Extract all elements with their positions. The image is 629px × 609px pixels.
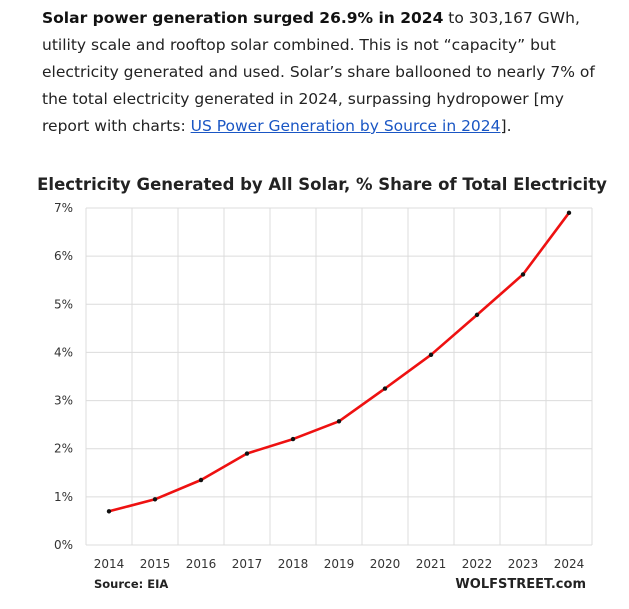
data-point xyxy=(198,477,204,483)
x-tick-label: 2016 xyxy=(186,557,217,571)
data-point xyxy=(106,509,112,514)
x-tick-label: 2020 xyxy=(370,557,401,571)
data-point xyxy=(428,352,434,358)
article-bold-lead: Solar power generation surged 26.9% in 2… xyxy=(42,9,444,27)
article-paragraph: Solar power generation surged 26.9% in 2… xyxy=(42,5,602,140)
article-text-1: to 303,167 GWh, utility scale and roofto… xyxy=(42,9,595,135)
article-text-2: ]. xyxy=(500,117,512,135)
data-point xyxy=(566,210,572,216)
x-tick-label: 2021 xyxy=(416,557,447,571)
data-point xyxy=(290,436,296,442)
data-point xyxy=(336,419,342,424)
x-axis-ticks: 2014 2015 2016 2017 2018 2019 2020 2021 2022 2023… xyxy=(94,557,585,571)
y-tick-label: 5% xyxy=(54,297,73,311)
report-link[interactable]: US Power Generation by Source in 2024 xyxy=(190,117,501,135)
y-tick-label: 2% xyxy=(54,442,73,456)
y-tick-label: 3% xyxy=(54,394,73,408)
y-tick-label: 4% xyxy=(54,345,73,359)
grid xyxy=(85,207,593,546)
data-point xyxy=(244,451,250,456)
chart-brand: WOLFSTREET.com xyxy=(455,577,586,592)
y-tick-label: 7% xyxy=(54,201,73,215)
marker-layer xyxy=(106,210,572,514)
x-tick-label: 2019 xyxy=(324,557,355,571)
chart-title: Electricity Generated by All Solar, % Sh… xyxy=(37,175,607,194)
data-point xyxy=(152,497,158,502)
x-tick-label: 2024 xyxy=(554,557,585,571)
chart-source: Source: EIA xyxy=(94,577,168,591)
data-point xyxy=(382,386,388,391)
x-tick-label: 2023 xyxy=(508,557,539,571)
solar-share-chart: Electricity Generated by All Solar, % Sh… xyxy=(0,160,629,609)
y-tick-label: 6% xyxy=(54,249,73,263)
data-point xyxy=(474,312,480,318)
y-axis-ticks: 0% 1% 2% 3% 4% 5% 6% 7% xyxy=(54,201,73,552)
x-tick-label: 2014 xyxy=(94,557,125,571)
x-tick-label: 2022 xyxy=(462,557,493,571)
x-tick-label: 2018 xyxy=(278,557,309,571)
chart-canvas: Electricity Generated by All Solar, % Sh… xyxy=(37,175,607,592)
x-tick-label: 2017 xyxy=(232,557,263,571)
x-tick-label: 2015 xyxy=(140,557,171,571)
y-tick-label: 0% xyxy=(54,538,73,552)
data-point xyxy=(520,272,526,277)
y-tick-label: 1% xyxy=(54,490,73,504)
